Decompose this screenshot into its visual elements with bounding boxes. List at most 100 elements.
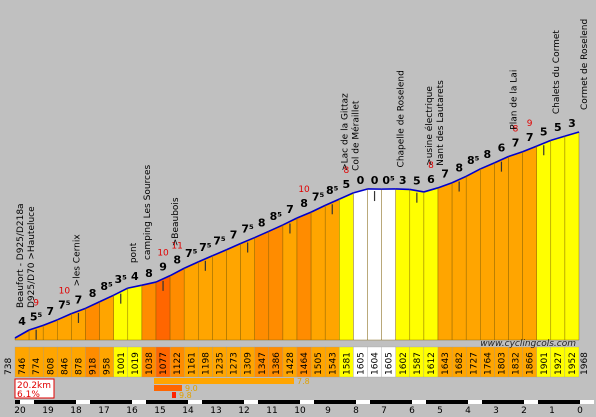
grade-label: 7⁵: [213, 235, 226, 248]
max-bar: [154, 378, 294, 384]
grade-label: 0⁵: [382, 174, 395, 187]
grade-label: 0: [357, 174, 365, 187]
place-label: Cormet de Roselend: [580, 19, 590, 110]
km-axis-tick: [552, 400, 566, 404]
profile-edge: [127, 284, 143, 289]
altitude-cell: [564, 346, 580, 378]
max-grade-label: 8: [428, 161, 434, 171]
km-axis-tick: [160, 400, 174, 404]
km-axis-tick: [384, 400, 398, 404]
grade-label: 7: [441, 168, 449, 181]
place-label: >Lac de la Gittaz: [340, 93, 350, 171]
profile-segment: [127, 284, 143, 341]
summary-grade: 6.1%: [17, 390, 40, 400]
grade-label: 8: [300, 197, 308, 210]
grade-label: 9: [159, 261, 167, 274]
km-tick-label: 5: [437, 406, 443, 416]
grade-label: 7⁵: [241, 223, 254, 236]
altitude-label: 1019: [131, 352, 141, 375]
place-label: Chalets du Cormet: [552, 30, 562, 115]
altitude-label: 1386: [272, 352, 282, 375]
km-axis-tick: [300, 400, 314, 404]
profile-segment: [508, 151, 523, 341]
altitude-label: 1161: [187, 352, 197, 375]
max-grade-label: 8: [513, 125, 519, 135]
altitude-label: 1309: [244, 352, 254, 375]
altitude-label: 1235: [215, 352, 225, 375]
altitude-label: 808: [46, 358, 56, 375]
km-tick-label: 0: [577, 406, 583, 416]
profile-segment: [183, 261, 199, 341]
altitude-label: 1605: [385, 352, 395, 375]
profile-area: [14, 131, 580, 341]
grade-label: 7⁵: [185, 247, 198, 260]
profile-segment: [282, 217, 298, 341]
km-axis-tick: [48, 400, 62, 404]
altitude-label: 1543: [328, 352, 338, 375]
profile-edge: [141, 281, 157, 286]
grade-label: 8: [173, 253, 181, 266]
grade-label: 3⁵: [115, 273, 128, 286]
altitude-label: 1428: [286, 352, 296, 375]
max-grade-label: 10: [157, 249, 169, 259]
profile-edge: [113, 287, 129, 296]
km-axis-tick: [76, 400, 90, 404]
place-label: >les Cernix: [72, 234, 82, 287]
altitude-label: 1803: [497, 352, 507, 375]
km-axis-tick: [272, 400, 286, 404]
km-axis-tick: [20, 400, 34, 404]
max-grade-label: 8: [343, 166, 349, 176]
grade-label: 5: [343, 178, 351, 191]
km-tick-label: 12: [238, 406, 249, 416]
max-grade-label: 10: [59, 287, 71, 297]
grade-label: 7: [512, 137, 520, 150]
km-tick-label: 8: [353, 406, 359, 416]
altitude-label: 1077: [159, 352, 169, 375]
km-axis-tick: [524, 400, 538, 404]
km-axis-tick: [132, 400, 146, 404]
profile-edge: [268, 224, 284, 233]
altitude-label: 1643: [441, 352, 451, 375]
altitude-label: 918: [89, 358, 99, 375]
km-tick-label: 13: [210, 406, 221, 416]
km-tick-label: 2: [521, 406, 527, 416]
altitude-label: 1001: [117, 352, 127, 375]
km-tick-label: 6: [409, 406, 415, 416]
profile-segment: [268, 224, 284, 341]
max-bar-label: 7.8: [297, 377, 310, 386]
profile-edge: [85, 301, 100, 310]
profile-edge: [423, 187, 439, 193]
grade-label: 8⁵: [326, 184, 339, 197]
max-grade-label: 9: [33, 298, 39, 308]
grade-label: 3: [399, 174, 407, 187]
altitude-label: 1347: [258, 352, 268, 375]
km-tick-label: 10: [294, 406, 306, 416]
profile-segment: [480, 162, 495, 341]
km-tick-label: 1: [549, 406, 555, 416]
altitude-row: 746 774 808 846 878 918 958 1001 1019 1038 1077 112…: [4, 346, 590, 378]
altitude-label: 1866: [526, 352, 536, 375]
grade-label: 8⁵: [270, 210, 283, 223]
profile-edge: [451, 175, 467, 184]
profile-segment: [254, 231, 269, 341]
profile-segment: [409, 189, 425, 341]
altitude-label: 746: [18, 358, 28, 375]
altitude-label: 1505: [314, 352, 324, 375]
grade-label: 7: [75, 293, 83, 306]
summary-length: 20.2km: [17, 381, 51, 391]
km-tick-label: 9: [325, 406, 331, 416]
profile-edge: [409, 188, 425, 193]
profile-segment: [437, 182, 453, 341]
profile-edge: [183, 261, 199, 269]
km-tick-label: 14: [182, 406, 194, 416]
max-bar: [172, 392, 176, 398]
km-tick-label: 20: [14, 406, 26, 416]
grade-label: 7: [46, 305, 54, 318]
grade-label: 5: [554, 121, 562, 134]
place-label: Chapelle de Roselend: [397, 70, 407, 167]
grade-label: 7: [230, 228, 238, 241]
profile-segment: [367, 188, 382, 341]
